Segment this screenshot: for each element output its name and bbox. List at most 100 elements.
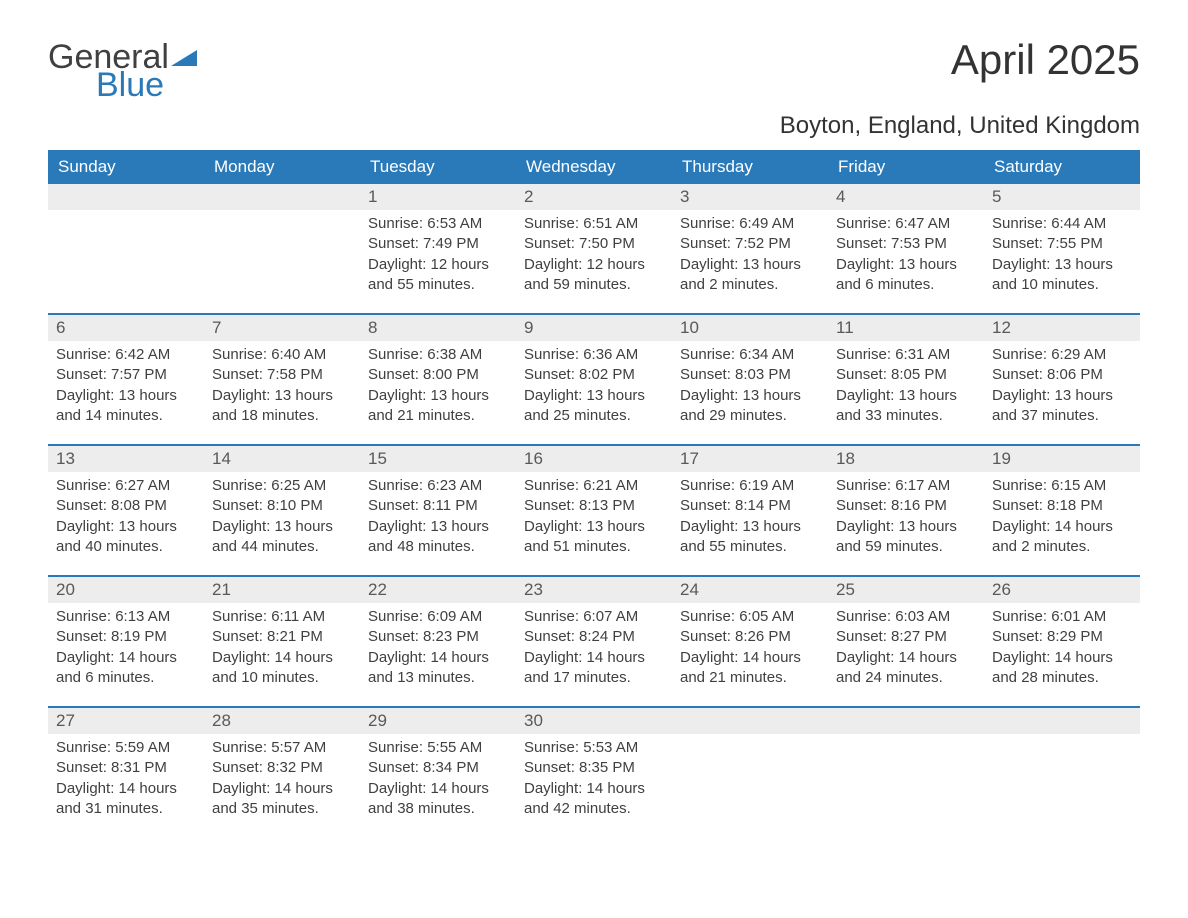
sunrise-text: Sunrise: 6:23 AM	[368, 476, 508, 496]
daylight-text: Daylight: 13 hours and 44 minutes.	[212, 517, 352, 558]
sunset-text: Sunset: 7:49 PM	[368, 234, 508, 254]
calendar-day: 3Sunrise: 6:49 AMSunset: 7:52 PMDaylight…	[672, 184, 828, 313]
sunset-text: Sunset: 8:03 PM	[680, 365, 820, 385]
sunrise-text: Sunrise: 6:09 AM	[368, 607, 508, 627]
weekday-header: Friday	[828, 150, 984, 184]
calendar-day: 13Sunrise: 6:27 AMSunset: 8:08 PMDayligh…	[48, 446, 204, 575]
sunrise-text: Sunrise: 6:34 AM	[680, 345, 820, 365]
daylight-text: Daylight: 14 hours and 35 minutes.	[212, 779, 352, 820]
sunrise-text: Sunrise: 5:59 AM	[56, 738, 196, 758]
calendar-day: 14Sunrise: 6:25 AMSunset: 8:10 PMDayligh…	[204, 446, 360, 575]
day-details: Sunrise: 6:01 AMSunset: 8:29 PMDaylight:…	[984, 603, 1140, 688]
sunset-text: Sunset: 8:34 PM	[368, 758, 508, 778]
sunrise-text: Sunrise: 6:29 AM	[992, 345, 1132, 365]
daylight-text: Daylight: 13 hours and 40 minutes.	[56, 517, 196, 558]
calendar-week: 1 Sunrise: 6:53 AMSunset: 7:49 PM Daylight…	[48, 184, 1140, 313]
sunset-text: Sunset: 7:55 PM	[992, 234, 1132, 254]
calendar-week: 6Sunrise: 6:42 AMSunset: 7:57 PMDaylight…	[48, 313, 1140, 444]
calendar-day: 5Sunrise: 6:44 AMSunset: 7:55 PMDaylight…	[984, 184, 1140, 313]
sunset-text: Sunset: 8:27 PM	[836, 627, 976, 647]
day-number: 5	[984, 184, 1140, 210]
day-details: Sunrise: 6:15 AMSunset: 8:18 PMDaylight:…	[984, 472, 1140, 557]
weekday-header: Monday	[204, 150, 360, 184]
calendar-day: 20Sunrise: 6:13 AMSunset: 8:19 PMDayligh…	[48, 577, 204, 706]
sunset-text: Sunset: 8:35 PM	[524, 758, 664, 778]
calendar-day: 22Sunrise: 6:09 AMSunset: 8:23 PMDayligh…	[360, 577, 516, 706]
calendar-day: 4Sunrise: 6:47 AMSunset: 7:53 PMDaylight…	[828, 184, 984, 313]
day-number: 27	[48, 708, 204, 734]
sunrise-text: Sunrise: 6:36 AM	[524, 345, 664, 365]
day-number	[984, 708, 1140, 734]
day-details: Sunrise: 6:44 AMSunset: 7:55 PMDaylight:…	[984, 210, 1140, 295]
daylight-text: Daylight: 14 hours and 10 minutes.	[212, 648, 352, 689]
day-number: 6	[48, 315, 204, 341]
sunset-text: Sunset: 8:31 PM	[56, 758, 196, 778]
weekday-header-row: Sunday Monday Tuesday Wednesday Thursday…	[48, 150, 1140, 184]
day-details: Sunrise: 6:27 AMSunset: 8:08 PMDaylight:…	[48, 472, 204, 557]
calendar-day: 15Sunrise: 6:23 AMSunset: 8:11 PMDayligh…	[360, 446, 516, 575]
sunrise-text: Sunrise: 6:21 AM	[524, 476, 664, 496]
title-block: April 2025	[951, 36, 1140, 84]
day-number: 16	[516, 446, 672, 472]
calendar-day: 9Sunrise: 6:36 AMSunset: 8:02 PMDaylight…	[516, 315, 672, 444]
calendar-week: 20Sunrise: 6:13 AMSunset: 8:19 PMDayligh…	[48, 575, 1140, 706]
day-details: Sunrise: 6:19 AMSunset: 8:14 PMDaylight:…	[672, 472, 828, 557]
day-details: Sunrise: 6:25 AMSunset: 8:10 PMDaylight:…	[204, 472, 360, 557]
daylight-text: Daylight: 14 hours and 24 minutes.	[836, 648, 976, 689]
daylight-text: Daylight: 13 hours and 6 minutes.	[836, 255, 976, 296]
day-details: Sunrise: 6:38 AMSunset: 8:00 PMDaylight:…	[360, 341, 516, 426]
day-number: 22	[360, 577, 516, 603]
sunset-text: Sunset: 8:10 PM	[212, 496, 352, 516]
day-number: 19	[984, 446, 1140, 472]
day-number: 12	[984, 315, 1140, 341]
daylight-text: Daylight: 13 hours and 14 minutes.	[56, 386, 196, 427]
day-details: Sunrise: 6:34 AMSunset: 8:03 PMDaylight:…	[672, 341, 828, 426]
day-number: 20	[48, 577, 204, 603]
sunset-text: Sunset: 8:29 PM	[992, 627, 1132, 647]
sunset-text: Sunset: 8:06 PM	[992, 365, 1132, 385]
day-number: 30	[516, 708, 672, 734]
day-details: Sunrise: 6:23 AMSunset: 8:11 PMDaylight:…	[360, 472, 516, 557]
calendar-day	[984, 708, 1140, 837]
calendar-day: 26Sunrise: 6:01 AMSunset: 8:29 PMDayligh…	[984, 577, 1140, 706]
daylight-text: Daylight: 14 hours and 42 minutes.	[524, 779, 664, 820]
day-details: Sunrise: 5:53 AMSunset: 8:35 PMDaylight:…	[516, 734, 672, 819]
weekday-header: Wednesday	[516, 150, 672, 184]
sunrise-text: Sunrise: 6:49 AM	[680, 214, 820, 234]
day-details: Sunrise: 6:13 AMSunset: 8:19 PMDaylight:…	[48, 603, 204, 688]
day-number: 3	[672, 184, 828, 210]
day-details: Sunrise: 6:31 AMSunset: 8:05 PMDaylight:…	[828, 341, 984, 426]
calendar-week: 27 Sunrise: 5:59 AMSunset: 8:31 PM Dayligh…	[48, 706, 1140, 837]
location-label: Boyton, England, United Kingdom	[48, 112, 1140, 140]
sunrise-text: Sunrise: 6:42 AM	[56, 345, 196, 365]
daylight-text: Daylight: 13 hours and 21 minutes.	[368, 386, 508, 427]
calendar-day: 23Sunrise: 6:07 AMSunset: 8:24 PMDayligh…	[516, 577, 672, 706]
daylight-text: Daylight: 14 hours and 6 minutes.	[56, 648, 196, 689]
sunrise-text: Sunrise: 6:19 AM	[680, 476, 820, 496]
sunrise-text: Sunrise: 6:44 AM	[992, 214, 1132, 234]
daylight-text: Daylight: 13 hours and 55 minutes.	[680, 517, 820, 558]
day-number: 1	[360, 184, 516, 210]
calendar-day: 24Sunrise: 6:05 AMSunset: 8:26 PMDayligh…	[672, 577, 828, 706]
calendar-day: 2Sunrise: 6:51 AMSunset: 7:50 PMDaylight…	[516, 184, 672, 313]
day-details: Sunrise: 6:47 AMSunset: 7:53 PMDaylight:…	[828, 210, 984, 295]
page-title: April 2025	[951, 36, 1140, 84]
day-number: 23	[516, 577, 672, 603]
day-number: 13	[48, 446, 204, 472]
day-number: 17	[672, 446, 828, 472]
weekday-header: Thursday	[672, 150, 828, 184]
day-number: 26	[984, 577, 1140, 603]
day-details: Sunrise: 6:42 AMSunset: 7:57 PMDaylight:…	[48, 341, 204, 426]
sunset-text: Sunset: 8:02 PM	[524, 365, 664, 385]
day-details: Sunrise: 6:07 AMSunset: 8:24 PMDaylight:…	[516, 603, 672, 688]
day-number	[828, 708, 984, 734]
day-details: Sunrise: 6:03 AMSunset: 8:27 PMDaylight:…	[828, 603, 984, 688]
calendar-day: 28Sunrise: 5:57 AMSunset: 8:32 PMDayligh…	[204, 708, 360, 837]
sunrise-text: Sunrise: 6:27 AM	[56, 476, 196, 496]
day-details: Sunrise: 6:40 AMSunset: 7:58 PMDaylight:…	[204, 341, 360, 426]
calendar-day: 7Sunrise: 6:40 AMSunset: 7:58 PMDaylight…	[204, 315, 360, 444]
sunset-text: Sunset: 8:26 PM	[680, 627, 820, 647]
day-number: 28	[204, 708, 360, 734]
sunrise-text: Sunrise: 6:11 AM	[212, 607, 352, 627]
sunrise-text: Sunrise: 6:53 AM	[368, 214, 508, 234]
